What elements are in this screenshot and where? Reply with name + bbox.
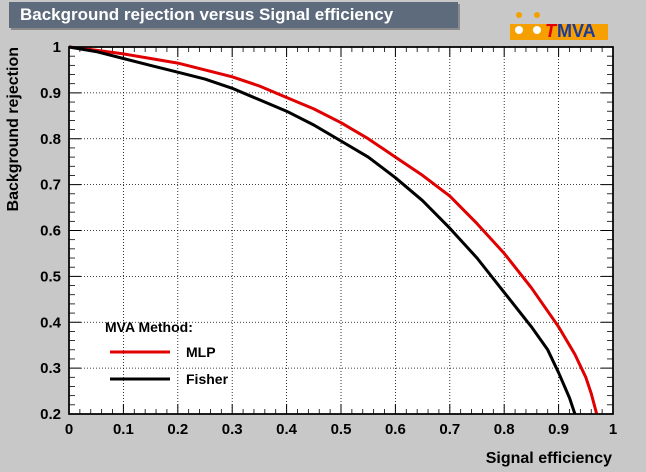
series-line-mlp	[68, 45, 599, 415]
y-tick-label: 0.6	[40, 223, 61, 240]
x-tick-label: 0.7	[439, 421, 460, 438]
x-tick-label: 0.4	[276, 421, 298, 438]
x-axis-title: Signal efficiency	[486, 450, 612, 467]
y-tick-label: 1	[53, 39, 61, 56]
grid	[69, 47, 613, 414]
legend-title: MVA Method:	[105, 319, 193, 335]
x-tick-label: 0.9	[548, 421, 569, 438]
x-tick-label: 0.1	[113, 421, 134, 438]
x-tick-label: 0.2	[167, 421, 188, 438]
series-line-fisher	[68, 45, 577, 415]
y-tick-label: 0.8	[40, 131, 61, 148]
y-tick-label: 0.9	[40, 85, 61, 102]
logo-dot	[533, 26, 541, 34]
x-tick-label: 0.3	[222, 421, 243, 438]
y-tick-label: 0.2	[40, 406, 61, 423]
tick-labels: 0 0.1 0.2 0.3 0.4 0.5 0.6 0.7 0.8 0.9 1 0.2 0.3 0.4 0.…	[40, 39, 617, 438]
logo-dot	[516, 12, 522, 18]
y-axis-title: Background rejection	[5, 47, 22, 211]
x-tick-label: 0	[65, 421, 73, 438]
legend: MVA Method: MLP Fisher	[105, 319, 229, 387]
logo-prefix: T	[545, 21, 558, 40]
y-tick-label: 0.3	[40, 360, 61, 377]
x-tick-label: 0.6	[385, 421, 406, 438]
plot-border	[68, 46, 614, 415]
axis-ticks	[68, 46, 614, 415]
y-tick-label: 0.7	[40, 177, 61, 194]
x-tick-label: 0.5	[331, 421, 352, 438]
legend-label-fisher: Fisher	[186, 371, 229, 387]
y-tick-label: 0.4	[40, 314, 62, 331]
logo-text: MVA	[557, 21, 596, 40]
x-tick-label: 1	[609, 421, 617, 438]
logo-dot	[515, 26, 523, 34]
chart-title: Background rejection versus Signal effic…	[9, 2, 458, 28]
series-layer	[68, 45, 614, 415]
tmva-logo: T MVA	[510, 12, 608, 40]
x-tick-label: 0.8	[494, 421, 515, 438]
y-tick-label: 0.5	[40, 268, 61, 285]
legend-label-mlp: MLP	[186, 344, 216, 360]
logo-dot	[534, 12, 540, 18]
